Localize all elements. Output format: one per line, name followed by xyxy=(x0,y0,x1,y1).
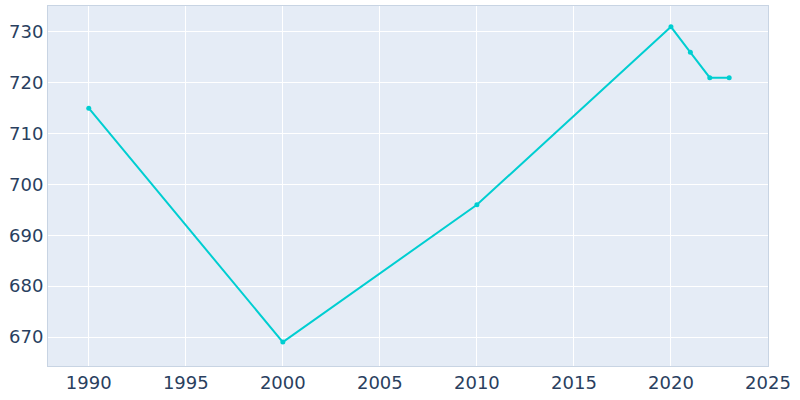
svg-text:2025: 2025 xyxy=(745,372,791,393)
svg-text:670: 670 xyxy=(9,326,43,347)
svg-text:2000: 2000 xyxy=(260,372,306,393)
svg-text:1995: 1995 xyxy=(163,372,209,393)
svg-text:700: 700 xyxy=(9,174,43,195)
svg-text:690: 690 xyxy=(9,225,43,246)
svg-text:1990: 1990 xyxy=(66,372,112,393)
svg-text:2010: 2010 xyxy=(454,372,500,393)
svg-text:720: 720 xyxy=(9,72,43,93)
svg-text:680: 680 xyxy=(9,275,43,296)
svg-text:2005: 2005 xyxy=(357,372,403,393)
svg-text:710: 710 xyxy=(9,123,43,144)
svg-text:730: 730 xyxy=(9,21,43,42)
svg-text:2020: 2020 xyxy=(648,372,694,393)
svg-text:2015: 2015 xyxy=(551,372,597,393)
